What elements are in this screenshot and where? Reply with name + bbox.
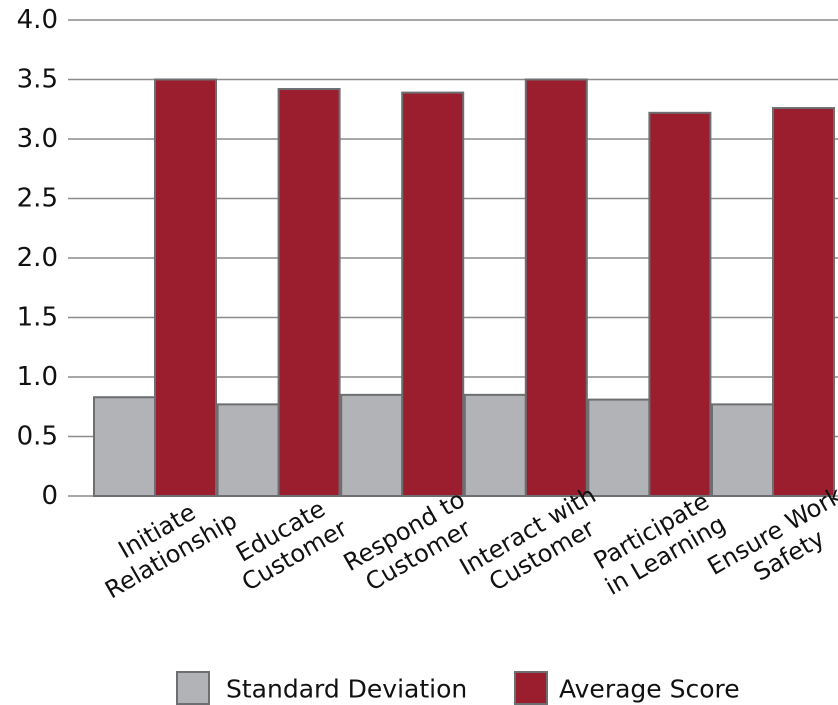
bar-average-score — [772, 107, 835, 497]
bar-average-score — [154, 78, 217, 497]
bars — [93, 78, 835, 498]
y-tick-label: 3.0 — [17, 124, 58, 154]
y-tick-label: 0 — [41, 481, 58, 511]
legend-swatch — [176, 671, 210, 705]
y-axis-tick-labels: 0 0.5 1.0 1.5 2.0 2.5 3.0 3.5 4.0 — [17, 5, 58, 511]
bar-standard-deviation — [587, 398, 651, 497]
legend-label: Average Score — [559, 675, 740, 704]
legend: Standard Deviation Average Score — [176, 671, 740, 705]
y-tick-label: 4.0 — [17, 5, 58, 35]
bar-standard-deviation — [93, 396, 156, 498]
bar-average-score — [277, 88, 341, 498]
bar-standard-deviation — [711, 403, 774, 497]
bar-average-score — [401, 91, 465, 497]
y-tick-label: 1.0 — [17, 362, 58, 392]
legend-swatch — [514, 671, 548, 705]
y-tick-label: 2.0 — [17, 243, 58, 273]
bar-average-score — [648, 111, 712, 497]
y-tick-label: 2.5 — [17, 184, 58, 214]
bar-standard-deviation — [216, 403, 280, 497]
legend-item-standard-deviation: Standard Deviation — [176, 671, 467, 705]
bar-average-score — [524, 78, 588, 497]
y-tick-label: 1.5 — [17, 303, 58, 333]
legend-label: Standard Deviation — [226, 675, 467, 704]
x-axis-category-labels: InitiateRelationshipEducateCustomerRespo… — [100, 481, 838, 604]
legend-item-average-score: Average Score — [514, 671, 740, 705]
bar-standard-deviation — [463, 393, 527, 498]
y-tick-label: 3.5 — [17, 65, 58, 95]
y-tick-label: 0.5 — [17, 422, 58, 452]
bar-standard-deviation — [340, 393, 404, 498]
